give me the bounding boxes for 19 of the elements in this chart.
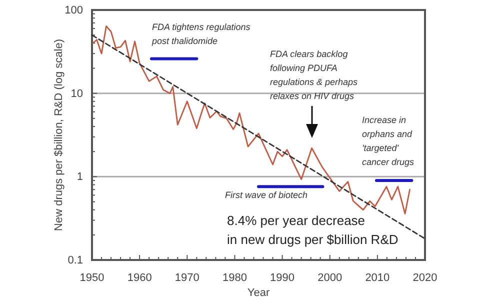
- y-tick-label: 100: [64, 4, 83, 17]
- annotation: 8.4% per year decrease in new drugs per $billion R&D: [227, 213, 398, 247]
- x-tick-label: 2000: [318, 272, 342, 284]
- x-tick-label: 1980: [222, 272, 247, 284]
- x-tick-label: 1950: [80, 272, 104, 284]
- annotation: First wave of biotech: [225, 190, 308, 200]
- y-tick-label: 10: [70, 88, 83, 100]
- annotation: FDA tightens regulations post thalidomide: [151, 22, 251, 46]
- annotation: FDA clears backlog following PDUFA regulations & perhaps relaxes on HIV drugs: [270, 49, 358, 101]
- annotation: Increase in orphans and 'targeted' cancer drugs: [362, 115, 415, 167]
- x-tick-label: 1960: [127, 272, 152, 284]
- y-axis-title: New drugs per $billion, R&D (log scale): [53, 39, 65, 231]
- x-tick-label: 2010: [365, 272, 390, 284]
- x-axis-title: Year: [247, 287, 270, 299]
- x-tick-label: 2020: [412, 272, 438, 284]
- x-tick-label: 1970: [174, 272, 200, 284]
- y-tick-label: 0.1: [68, 254, 83, 267]
- x-tick-label: 1990: [270, 272, 295, 284]
- y-tick-label: 1: [76, 171, 83, 184]
